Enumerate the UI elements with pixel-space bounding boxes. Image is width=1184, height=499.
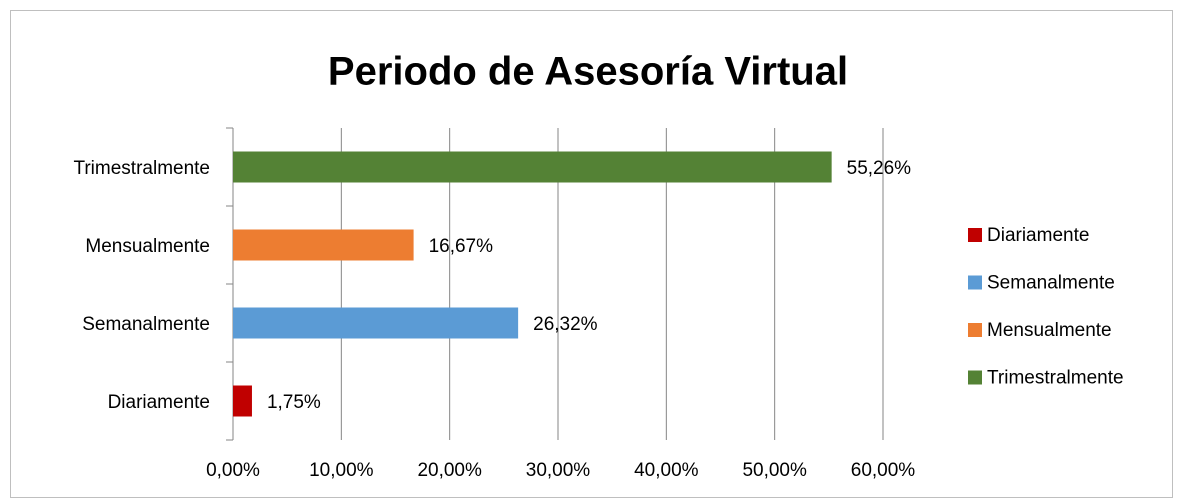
legend-swatch bbox=[968, 275, 982, 290]
x-tick-label: 10,00% bbox=[309, 460, 374, 481]
x-tick-label: 60,00% bbox=[851, 460, 916, 481]
x-tick-label: 40,00% bbox=[634, 460, 699, 481]
legend-label: Mensualmente bbox=[987, 320, 1112, 341]
chart-title: Periodo de Asesoría Virtual bbox=[328, 50, 848, 94]
value-label: 16,67% bbox=[429, 236, 494, 257]
x-tick-label: 0,00% bbox=[206, 460, 260, 481]
legend-label: Diariamente bbox=[987, 225, 1089, 246]
bar bbox=[233, 229, 414, 261]
x-tick-label: 50,00% bbox=[742, 460, 807, 481]
bar bbox=[233, 385, 252, 417]
y-tick-label: Diariamente bbox=[108, 392, 210, 413]
bar bbox=[233, 307, 519, 339]
y-tick-label: Mensualmente bbox=[85, 236, 210, 257]
legend-swatch bbox=[968, 228, 982, 242]
legend-swatch bbox=[968, 370, 982, 385]
value-label: 26,32% bbox=[533, 314, 598, 335]
y-tick-label: Trimestralmente bbox=[73, 158, 210, 179]
y-tick-label: Semanalmente bbox=[82, 314, 210, 335]
value-label: 55,26% bbox=[847, 158, 912, 179]
value-label: 1,75% bbox=[267, 392, 321, 413]
legend-label: Semanalmente bbox=[987, 273, 1115, 294]
x-tick-label: 30,00% bbox=[526, 460, 591, 481]
bar bbox=[233, 151, 832, 183]
x-tick-label: 20,00% bbox=[417, 460, 482, 481]
legend-swatch bbox=[968, 323, 982, 337]
legend-label: Trimestralmente bbox=[987, 368, 1124, 389]
chart-frame bbox=[10, 10, 1173, 498]
